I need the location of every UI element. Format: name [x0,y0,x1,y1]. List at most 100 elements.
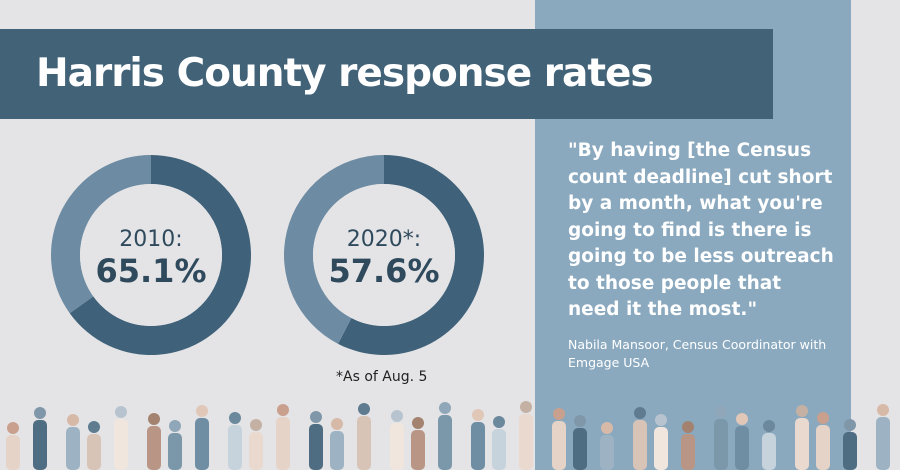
crowd-person-head [391,410,403,422]
crowd-person-head [250,419,262,431]
crowd-person [816,412,830,470]
crowd-person-head [472,409,484,421]
crowd-person [735,413,749,470]
crowd-person-head [655,414,667,426]
crowd-person [654,414,668,470]
title-bar [0,29,773,119]
crowd-person-head [88,421,100,433]
crowd-person-head [229,412,241,424]
crowd-person [228,412,242,470]
crowd-person-body [114,419,128,470]
donut-0-remainder-slice [51,155,151,314]
crowd-person-body [735,426,749,470]
donut-year-2020: 2020*: [346,227,422,252]
crowd-person-body [843,432,857,470]
crowd-person-head [715,406,727,418]
crowd-person [600,422,614,470]
crowd-person-body [309,424,323,470]
crowd-person-head [763,420,775,432]
crowd-person-body [6,435,20,470]
crowd-person-head [310,411,322,423]
donut-label-2020: 2020*: 57.6% [309,227,459,289]
crowd-person-head [493,416,505,428]
crowd-person-head [439,402,451,414]
crowd-person-head [34,407,46,419]
crowd-person-head [817,412,829,424]
crowd-person [471,409,485,470]
crowd-person [411,417,425,470]
crowd-person-head [877,404,889,416]
page-title: Harris County response rates [36,51,654,96]
crowd-person-body [195,418,209,470]
crowd-person-body [147,426,161,470]
crowd-person-head [796,405,808,417]
crowd-person-body [492,429,506,470]
crowd-person-body [519,414,533,470]
crowd-person-head [682,421,694,433]
crowd-person [357,403,371,470]
donut-value-2020: 57.6% [328,252,440,290]
crowd-person-body [411,430,425,470]
crowd-person-body [816,425,830,470]
donut-charts [51,155,484,355]
crowd-person-body [795,418,809,470]
crowd-person-body [390,423,404,470]
crowd-person [147,413,161,470]
crowd-person [87,421,101,470]
donut-1-hole [313,184,455,326]
crowd-person-body [876,417,890,470]
crowd-person [33,407,47,470]
crowd-person-body [762,433,776,470]
crowd-person-head [520,401,532,413]
crowd-person [438,402,452,470]
crowd-person [519,401,533,470]
crowd-person [573,415,587,470]
crowd-person [249,419,263,470]
donut-1-response-slice [338,155,484,355]
crowd-person [681,421,695,470]
crowd-person-body [654,427,668,470]
crowd-person-head [196,405,208,417]
crowd-person-body [600,435,614,470]
crowd-person-body [438,415,452,470]
donut-year-2010: 2010: [119,227,183,252]
crowd-person-body [33,420,47,470]
crowd-person [390,410,404,470]
crowd-person [876,404,890,470]
crowd-person-head [736,413,748,425]
crowd-person-body [228,425,242,470]
crowd-person-body [633,420,647,470]
crowd-person [6,422,20,470]
crowd-person-head [412,417,424,429]
footnote: *As of Aug. 5 [336,369,428,385]
crowd-person-head [169,420,181,432]
crowd-person [714,406,728,470]
crowd-person-body [330,431,344,470]
donut-0-hole [80,184,222,326]
crowd-person-head [115,406,127,418]
crowd-person-head [331,418,343,430]
quote-text: "By having [the Census count deadline] c… [568,140,834,320]
crowd-person-head [7,422,19,434]
crowd-person [633,407,647,470]
crowd-person [795,405,809,470]
crowd-person-body [714,419,728,470]
crowd-person [168,420,182,470]
crowd-person-body [573,428,587,470]
crowd-person [276,404,290,470]
crowd-person [309,411,323,470]
crowd-person [492,416,506,470]
crowd-person-head [601,422,613,434]
right-strip [851,0,900,470]
crowd-person [114,406,128,470]
crowd-person-head [277,404,289,416]
crowd-person-head [358,403,370,415]
crowd-person-head [553,408,565,420]
crowd-person-body [66,427,80,470]
donut-1-remainder-slice [284,155,384,344]
crowd-person-body [249,432,263,470]
donut-value-2010: 65.1% [95,252,207,290]
crowd-person [66,414,80,470]
crowd-illustration [6,401,890,470]
quote-attribution: Nabila Mansoor, Census Coordinator with … [568,337,827,370]
